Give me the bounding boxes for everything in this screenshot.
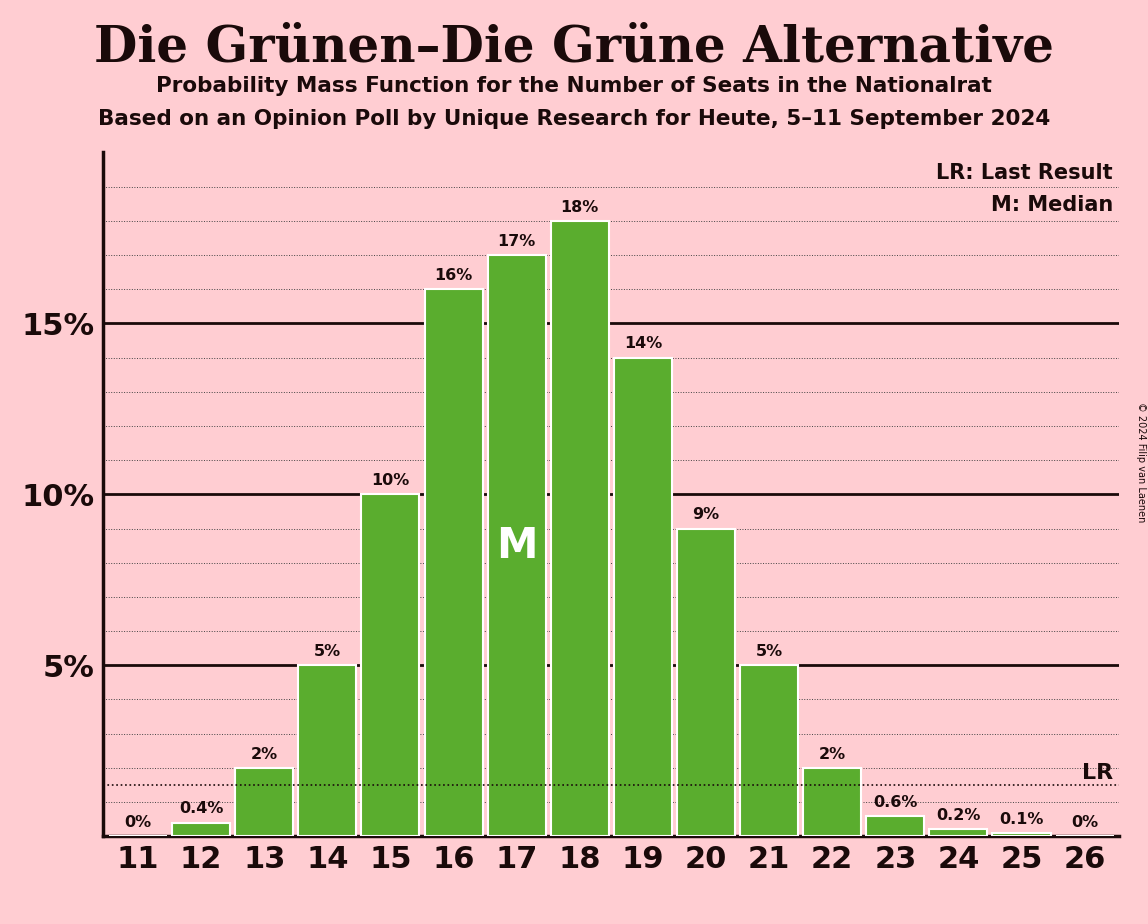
Text: LR: LR (1081, 763, 1114, 784)
Text: M: Median: M: Median (991, 195, 1114, 215)
Text: 14%: 14% (623, 336, 662, 351)
Text: Die Grünen–Die Grüne Alternative: Die Grünen–Die Grüne Alternative (94, 23, 1054, 72)
Text: 16%: 16% (434, 268, 473, 283)
Bar (993, 833, 1050, 836)
Bar (867, 816, 924, 836)
Text: 0%: 0% (1071, 815, 1099, 830)
Text: 5%: 5% (313, 644, 341, 659)
Bar (740, 665, 798, 836)
Bar (362, 494, 419, 836)
Bar (488, 255, 545, 836)
Text: 17%: 17% (497, 234, 536, 249)
Bar (425, 289, 482, 836)
Text: 0.1%: 0.1% (999, 811, 1044, 827)
Text: 18%: 18% (560, 200, 599, 214)
Bar (614, 358, 672, 836)
Text: 5%: 5% (755, 644, 783, 659)
Text: © 2024 Filip van Laenen: © 2024 Filip van Laenen (1135, 402, 1146, 522)
Text: M: M (496, 525, 537, 566)
Text: LR: Last Result: LR: Last Result (937, 163, 1114, 183)
Text: 0.4%: 0.4% (179, 801, 224, 817)
Bar (172, 822, 230, 836)
Bar (298, 665, 356, 836)
Text: 0.2%: 0.2% (937, 808, 980, 823)
Bar (235, 768, 293, 836)
Text: 0.6%: 0.6% (874, 795, 917, 809)
Bar (551, 221, 608, 836)
Text: 0%: 0% (124, 815, 152, 830)
Text: 9%: 9% (692, 507, 720, 522)
Text: Based on an Opinion Poll by Unique Research for Heute, 5–11 September 2024: Based on an Opinion Poll by Unique Resea… (98, 109, 1050, 129)
Bar (804, 768, 861, 836)
Text: Probability Mass Function for the Number of Seats in the Nationalrat: Probability Mass Function for the Number… (156, 76, 992, 96)
Bar (930, 830, 987, 836)
Text: 2%: 2% (250, 747, 278, 761)
Bar (677, 529, 735, 836)
Text: 2%: 2% (819, 747, 846, 761)
Text: 10%: 10% (371, 473, 410, 488)
